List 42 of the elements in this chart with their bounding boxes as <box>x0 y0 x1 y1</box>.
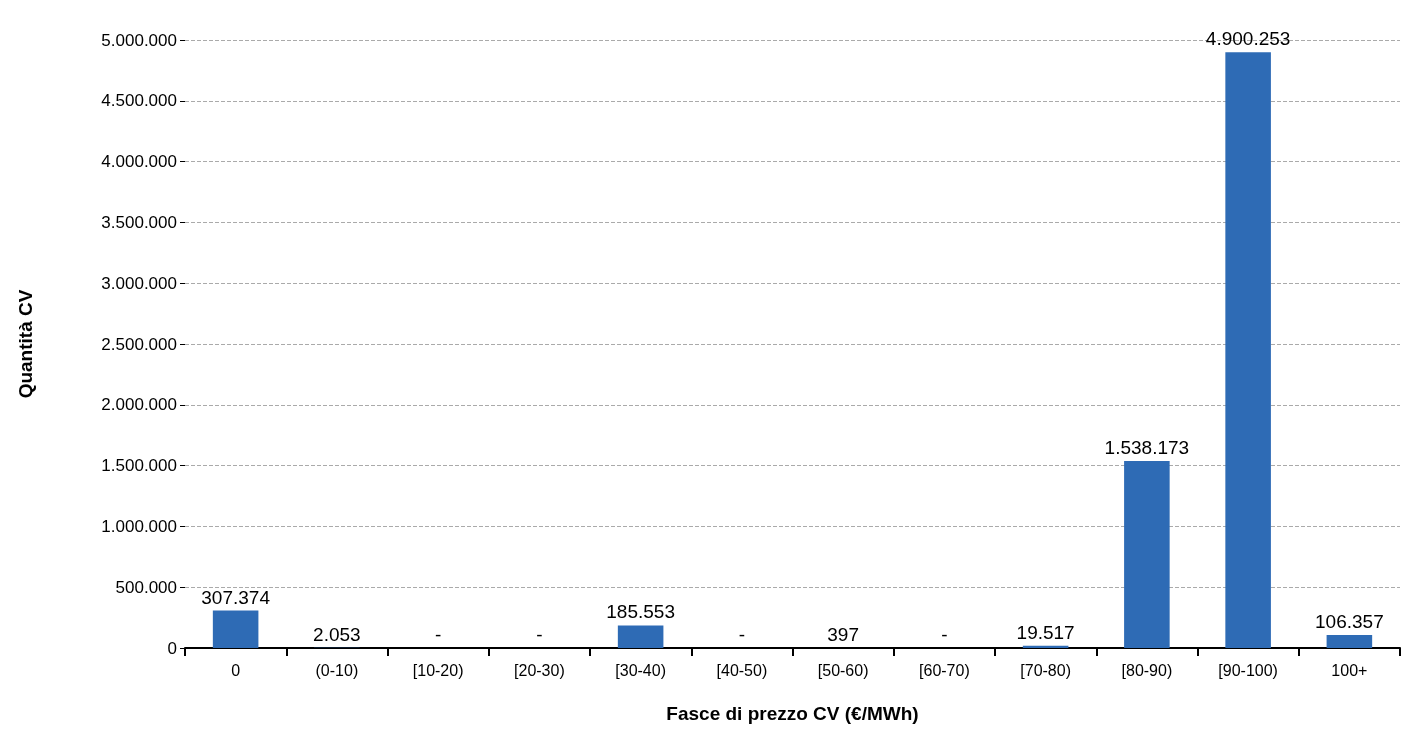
data-label: 106.357 <box>1315 611 1384 633</box>
x-tick-label: 0 <box>231 661 241 679</box>
bar <box>1124 460 1170 648</box>
bar <box>617 625 664 648</box>
x-tick-label: (0-10) <box>315 661 359 679</box>
data-label: 397 <box>827 623 859 645</box>
y-tick-label: 4.500.000 <box>101 91 177 111</box>
x-tick-label: [70-80) <box>1020 661 1071 679</box>
y-tick-label: 5.000.000 <box>101 30 177 50</box>
data-label: - <box>434 624 442 645</box>
data-label: 307.374 <box>201 586 271 608</box>
data-label: 4.900.253 <box>1205 28 1291 50</box>
y-tick-label: 4.000.000 <box>101 152 177 172</box>
bar <box>1326 635 1373 648</box>
x-tick-label: 100+ <box>1331 661 1368 679</box>
data-label: 185.553 <box>606 601 675 623</box>
bar <box>1225 52 1271 648</box>
x-tick-label: [80-90) <box>1121 661 1173 679</box>
x-tick-label: [40-50) <box>716 661 768 679</box>
x-tick-label: [20-30) <box>514 661 565 679</box>
data-label: 2.053 <box>313 623 361 645</box>
y-tick-label: 500.000 <box>115 577 177 597</box>
data-label: 1.538.173 <box>1104 436 1190 458</box>
y-tick-label: 1.000.000 <box>101 516 177 536</box>
y-tick-label: 3.500.000 <box>101 212 177 232</box>
x-tick-label: [10-20) <box>412 661 464 679</box>
data-label: 19.517 <box>1016 621 1075 643</box>
data-label: - <box>536 624 543 645</box>
y-tick-label: 2.000.000 <box>101 395 177 415</box>
x-tick-label: [30-40) <box>615 661 666 679</box>
data-label: - <box>941 624 948 645</box>
data-label: - <box>738 624 746 645</box>
x-axis-title: Fasce di prezzo CV (€/MWh) <box>666 703 919 724</box>
y-tick-label: 1.500.000 <box>101 456 177 476</box>
x-tick-label: [90-100) <box>1218 661 1278 679</box>
y-tick-label: 0 <box>167 638 177 658</box>
x-tick-label: [50-60) <box>817 661 869 679</box>
y-axis-title: Quantità CV <box>15 289 36 399</box>
y-tick-label: 2.500.000 <box>101 334 177 354</box>
bar <box>212 610 259 648</box>
x-tick-label: [60-70) <box>919 661 970 679</box>
y-tick-label: 3.000.000 <box>101 273 177 293</box>
